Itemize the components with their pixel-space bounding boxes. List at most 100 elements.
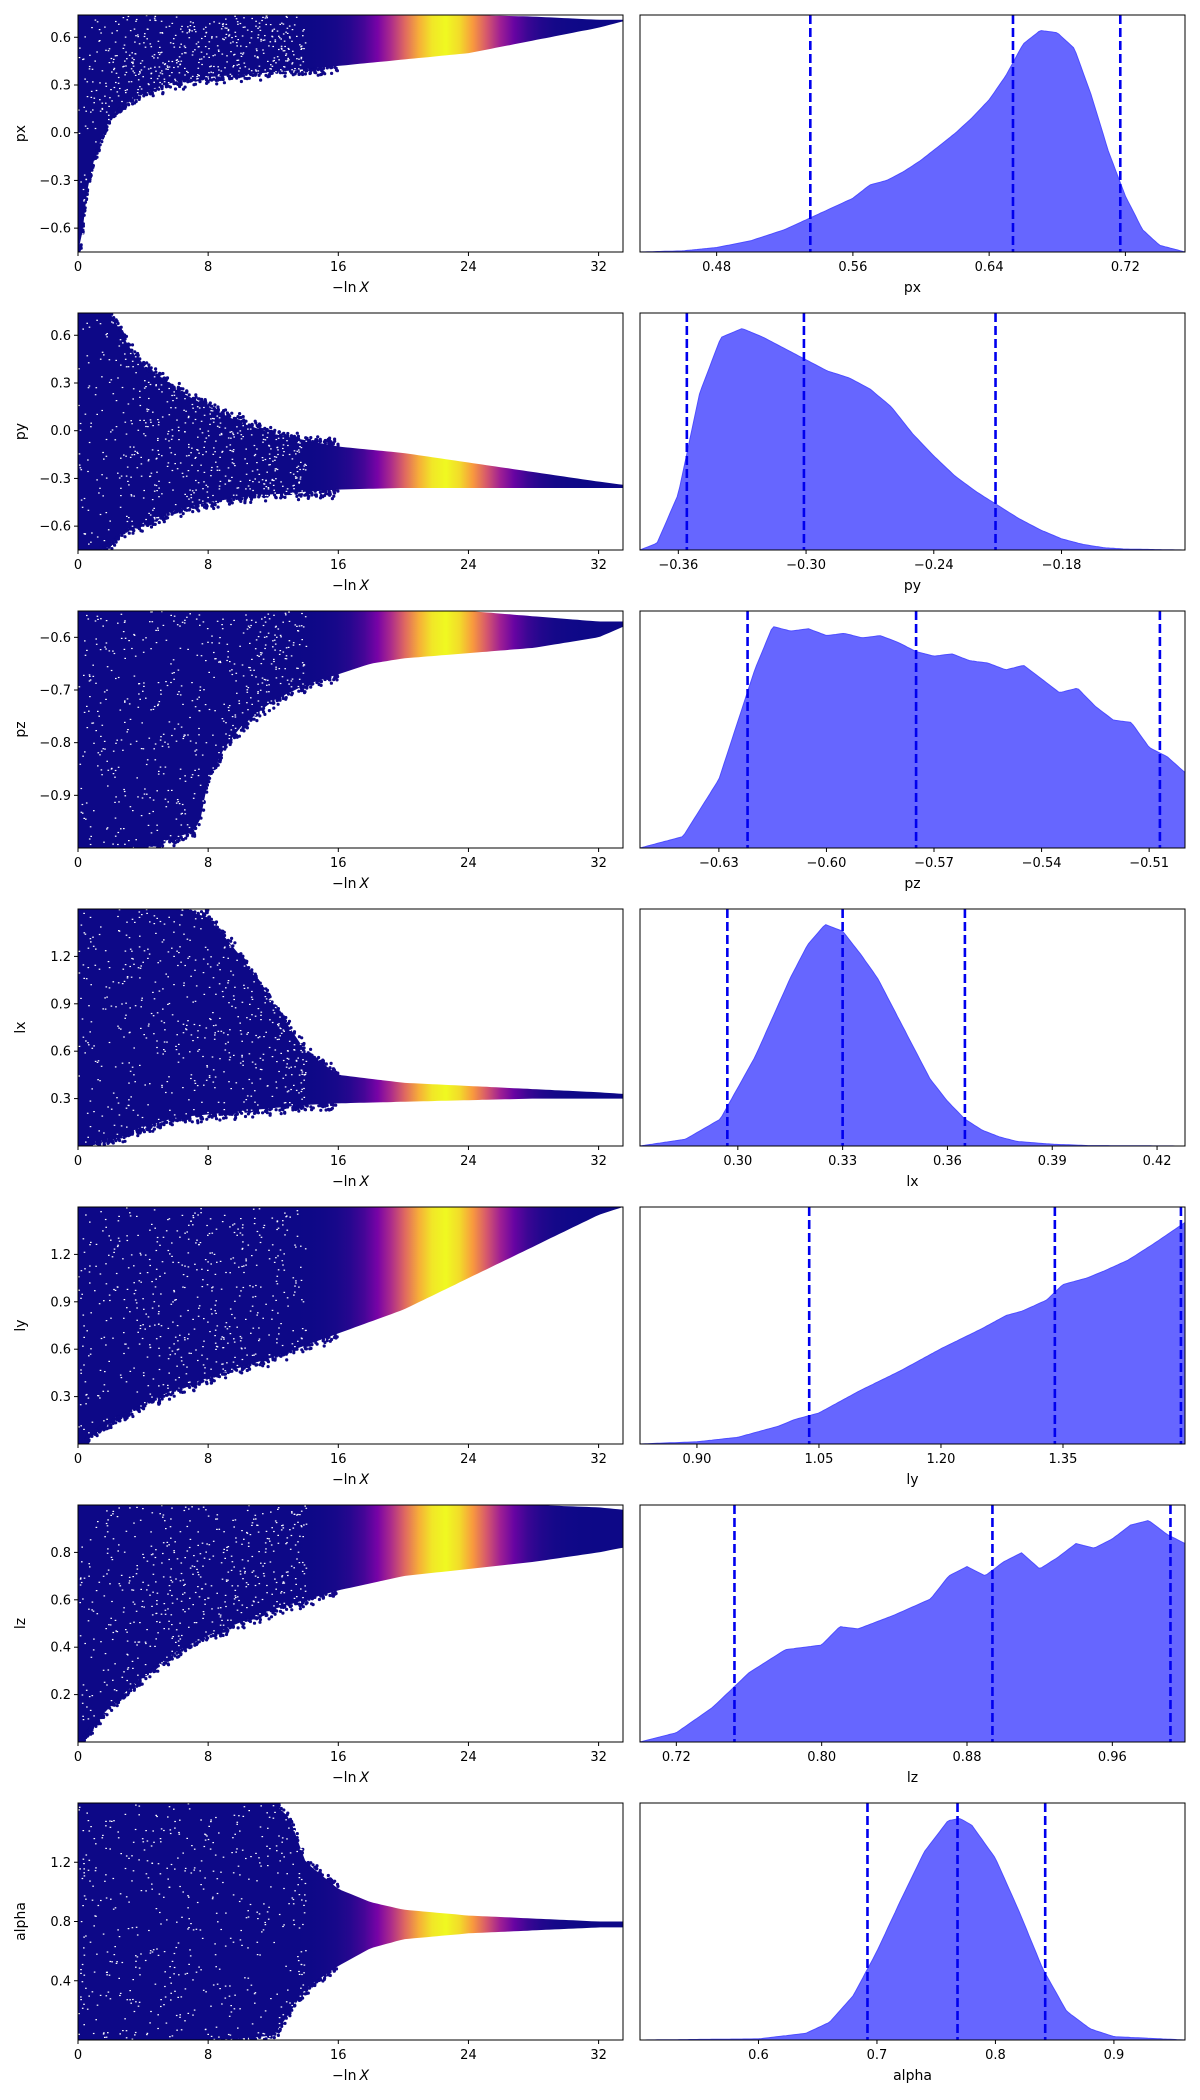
sample-gap [152,1293,154,1295]
sample-gap [251,658,253,660]
sample-gap [164,63,167,65]
sample-gap [99,1397,101,1399]
sample-gap [166,1081,169,1083]
sample-point [276,1007,280,1012]
sample-gap [166,401,169,403]
sample-gap [83,912,85,914]
sample-gap [242,1060,244,1062]
sample-point [309,685,313,689]
sample-gap [132,1109,135,1111]
sample-gap [187,1252,190,1254]
sample-gap [260,1236,263,1238]
sample-gap [111,32,113,34]
sample-gap [158,1355,161,1357]
sample-gap [258,1327,260,1329]
sample-gap [108,1294,111,1296]
sample-gap [163,81,166,83]
sample-gap [187,415,190,417]
sample-gap [287,57,289,59]
sample-gap [288,48,290,50]
y-tick-label: −0.8 [39,736,71,751]
sample-point [185,390,189,394]
sample-point [302,1043,306,1047]
sample-gap [203,446,205,448]
sample-gap [281,676,284,678]
sample-gap [275,62,277,64]
sample-gap [287,1090,290,1092]
sample-gap [214,1087,216,1089]
sample-gap [130,494,133,496]
sample-gap [297,685,300,688]
sample-gap [112,750,115,752]
y-tick-label: 0.6 [50,31,71,46]
sample-point [141,1674,145,1678]
sample-gap [89,916,92,918]
sample-point [138,92,143,96]
sample-gap [102,451,104,454]
sample-point [210,1115,214,1119]
sample-gap [178,56,181,58]
sample-gap [264,679,267,681]
sample-point [144,89,148,93]
sample-gap [157,517,160,519]
sample-point [90,1434,94,1438]
sample-gap [293,484,295,486]
sample-point [310,1597,314,1601]
x-tick-label: 16 [330,558,347,573]
sample-gap [248,68,250,70]
sample-gap [300,58,303,60]
sample-gap [181,812,183,814]
sample-gap [173,672,175,674]
sample-point [216,505,220,509]
sample-gap [157,629,159,631]
sample-gap [277,449,279,451]
sample-gap [260,706,263,708]
sample-gap [125,1381,128,1383]
sample-gap [263,488,265,490]
sample-gap [268,1258,271,1260]
sample-gap [105,49,107,51]
sample-gap [155,1278,157,1280]
sample-point [123,1412,127,1416]
sample-gap [134,1081,136,1083]
sample-point [118,326,122,330]
sample-gap [172,42,175,45]
sample-gap [199,686,202,688]
sample-gap [167,746,170,748]
sample-gap [120,475,123,477]
sample-point [139,845,144,848]
sample-gap [183,409,185,411]
sample-gap [238,1599,240,1602]
sample-gap [204,441,206,443]
sample-point [110,547,114,550]
sample-gap [288,611,290,613]
sample-gap [202,621,205,623]
sample-gap [219,480,222,482]
sample-gap [295,1280,297,1282]
sample-gap [83,932,86,934]
sample-gap [217,66,219,68]
sample-gap [273,57,276,59]
sample-gap [81,812,84,814]
sample-gap [239,1022,241,1024]
sample-gap [133,72,136,74]
sample-gap [156,1236,159,1239]
sample-gap [302,61,305,63]
sample-point [330,497,334,501]
sample-gap [242,675,245,677]
sample-gap [263,483,266,485]
sample-point [308,1343,312,1347]
sample-point [288,1605,292,1609]
sample-gap [203,1340,205,1342]
sample-gap [272,1009,275,1011]
sample-gap [226,1362,228,1364]
sample-gap [87,362,90,364]
sample-gap [168,481,171,484]
sample-gap [118,930,121,932]
sample-gap [173,46,176,48]
sample-gap [198,734,200,736]
sample-gap [273,59,275,62]
sample-gap [190,452,192,454]
x-tick-label: 32 [590,260,607,275]
sample-gap [101,1115,104,1117]
